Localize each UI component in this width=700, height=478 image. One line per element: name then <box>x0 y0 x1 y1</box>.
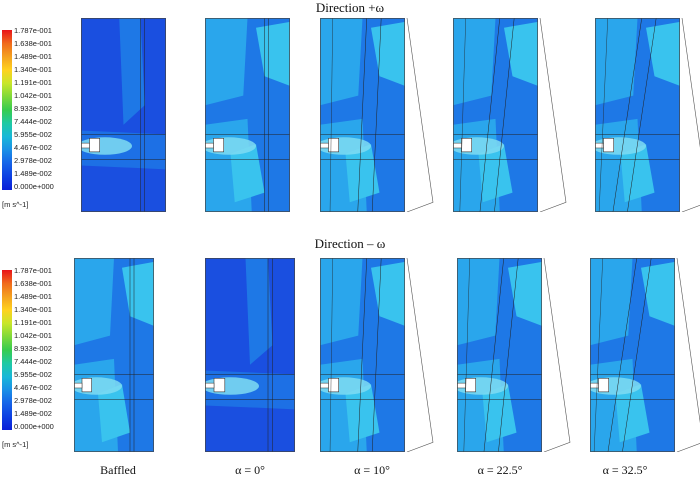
legend-tick: 2.978e-002 <box>14 156 52 165</box>
velocity-contour-panel <box>590 258 700 452</box>
legend-tick: 1.787e-001 <box>14 26 52 35</box>
legend-tick: 5.955e-002 <box>14 370 52 379</box>
legend-tick: 1.489e-001 <box>14 52 52 61</box>
legend-tick: 1.638e-001 <box>14 39 52 48</box>
legend-colorbar <box>2 270 12 430</box>
legend-tick: 8.933e-002 <box>14 104 52 113</box>
legend-tick: 1.489e-002 <box>14 409 52 418</box>
velocity-contour-panel <box>205 258 295 452</box>
legend-tick: 7.444e-002 <box>14 357 52 366</box>
legend-tick: 8.933e-002 <box>14 344 52 353</box>
velocity-contour-panel <box>320 18 435 212</box>
legend-tick: 5.955e-002 <box>14 130 52 139</box>
row-title-negative: Direction – ω <box>314 236 386 251</box>
legend-unit: [m s^-1] <box>2 440 29 449</box>
legend-tick: 4.467e-002 <box>14 383 52 392</box>
legend-top: 1.787e-001 1.638e-001 1.489e-001 1.340e-… <box>2 26 74 226</box>
legend-unit: [m s^-1] <box>2 200 29 209</box>
column-label-alpha-10: α = 10° <box>354 463 390 477</box>
legend-tick: 7.444e-002 <box>14 117 52 126</box>
velocity-contour-panel <box>205 18 290 212</box>
legend-tick: 2.978e-002 <box>14 396 52 405</box>
velocity-contour-panel <box>457 258 572 452</box>
legend-tick: 0.000e+000 <box>14 182 54 191</box>
column-label-alpha-32-5: α = 32.5° <box>602 463 648 477</box>
velocity-contour-panel <box>74 258 154 452</box>
column-label-alpha-0: α = 0° <box>235 463 265 477</box>
legend-tick: 1.340e-001 <box>14 65 52 74</box>
legend-tick: 1.489e-002 <box>14 169 52 178</box>
legend-colorbar <box>2 30 12 190</box>
legend-tick: 0.000e+000 <box>14 422 54 431</box>
legend-tick: 1.489e-001 <box>14 292 52 301</box>
velocity-contour-panel <box>320 258 435 452</box>
legend-bottom: 1.787e-001 1.638e-001 1.489e-001 1.340e-… <box>2 266 74 466</box>
legend-tick: 1.340e-001 <box>14 305 52 314</box>
legend-tick: 1.638e-001 <box>14 279 52 288</box>
legend-tick: 1.191e-001 <box>14 78 52 87</box>
velocity-contour-panel <box>595 18 700 212</box>
legend-tick: 4.467e-002 <box>14 143 52 152</box>
velocity-contour-panel <box>81 18 166 212</box>
legend-tick: 1.191e-001 <box>14 318 52 327</box>
column-label-baffled: Baffled <box>100 463 136 477</box>
row-title-positive: Direction +ω <box>315 0 385 15</box>
column-label-alpha-22-5: α = 22.5° <box>477 463 523 477</box>
velocity-contour-panel <box>453 18 568 212</box>
legend-tick: 1.042e-001 <box>14 331 52 340</box>
legend-tick: 1.787e-001 <box>14 266 52 275</box>
legend-tick: 1.042e-001 <box>14 91 52 100</box>
